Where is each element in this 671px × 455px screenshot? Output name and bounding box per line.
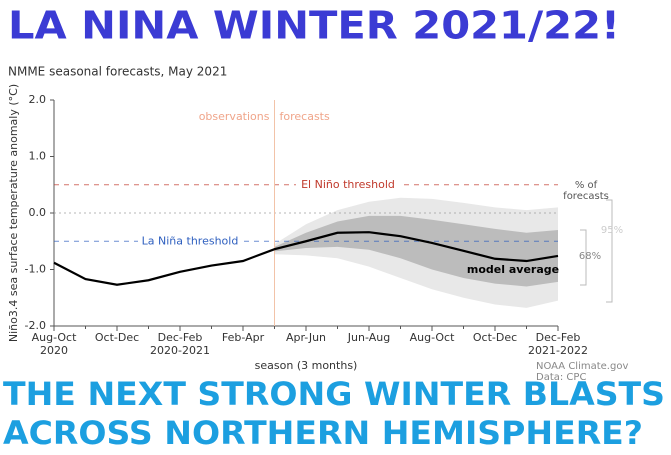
series-line (53, 231, 559, 286)
banner-title: LA NINA WINTER 2021/22! (8, 4, 620, 48)
band-title: % of forecasts (563, 180, 609, 202)
divider-label: forecasts (280, 110, 330, 123)
footer-line: THE NEXT STRONG WINTER BLASTS (3, 375, 665, 413)
bracket (580, 229, 587, 286)
y-tick-label: 2.0 (29, 93, 47, 106)
x-tick-label: Oct-Dec (472, 331, 518, 344)
footer-line: ACROSS NORTHERN HEMISPHERE? (3, 414, 643, 452)
x-tick-label: Feb-Apr (221, 331, 265, 344)
bracket (606, 199, 613, 303)
label-bg (138, 234, 242, 249)
x-tick-label: Dec-Feb 2021-2022 (528, 331, 588, 357)
reference-label: El Niño threshold (301, 178, 395, 191)
x-tick-label: Aug-Oct (409, 331, 455, 344)
y-tick-label: 0.0 (29, 206, 47, 219)
divider-label: observations (199, 110, 270, 123)
x-tick-label: Apr-Jun (285, 331, 327, 344)
y-tick-label: 1.0 (29, 150, 47, 163)
band-label: 95% (601, 225, 623, 236)
band-label: 68% (579, 251, 601, 262)
y-tick-label: -1.0 (25, 263, 46, 276)
y-axis-label: Niño3.4 sea surface temperature anomaly … (7, 84, 20, 342)
y-tick-label: -2.0 (25, 319, 46, 332)
chart-subtitle: NMME seasonal forecasts, May 2021 (8, 65, 227, 79)
x-tick-label: Dec-Feb 2020-2021 (150, 331, 210, 357)
x-tick-label: Oct-Dec (94, 331, 140, 344)
label-bg (296, 177, 400, 192)
x-axis-label: season (3 months) (255, 359, 358, 372)
x-tick-label: Aug-Oct 2020 (31, 331, 77, 357)
credit: NOAA Climate.gov Data: CPC (536, 361, 629, 383)
reference-label: La Niña threshold (142, 234, 239, 247)
series-label: model average (467, 263, 559, 276)
x-tick-label: Jun-Aug (347, 331, 391, 344)
